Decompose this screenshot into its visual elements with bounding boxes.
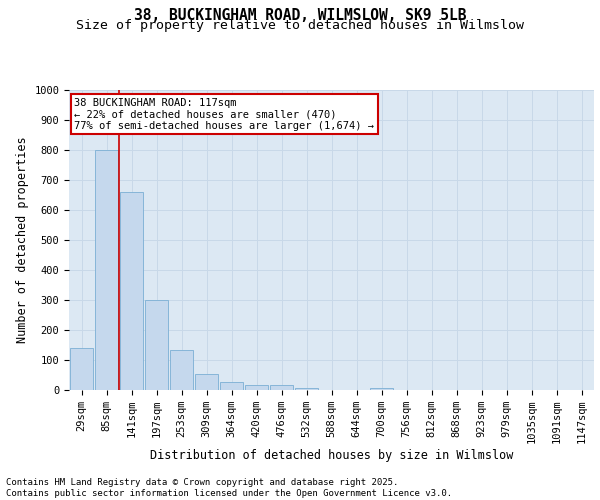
Bar — [194, 374, 218, 390]
Bar — [295, 388, 319, 390]
Bar — [70, 348, 94, 390]
Bar — [145, 300, 169, 390]
Y-axis label: Number of detached properties: Number of detached properties — [16, 136, 29, 344]
Text: 38, BUCKINGHAM ROAD, WILMSLOW, SK9 5LB: 38, BUCKINGHAM ROAD, WILMSLOW, SK9 5LB — [134, 8, 466, 22]
Bar — [95, 150, 118, 390]
Bar — [269, 384, 293, 390]
Text: Contains HM Land Registry data © Crown copyright and database right 2025.
Contai: Contains HM Land Registry data © Crown c… — [6, 478, 452, 498]
Bar — [220, 382, 244, 390]
X-axis label: Distribution of detached houses by size in Wilmslow: Distribution of detached houses by size … — [150, 449, 513, 462]
Bar — [119, 192, 143, 390]
Text: 38 BUCKINGHAM ROAD: 117sqm
← 22% of detached houses are smaller (470)
77% of sem: 38 BUCKINGHAM ROAD: 117sqm ← 22% of deta… — [74, 98, 374, 130]
Text: Size of property relative to detached houses in Wilmslow: Size of property relative to detached ho… — [76, 19, 524, 32]
Bar — [170, 350, 193, 390]
Bar — [370, 388, 394, 390]
Bar — [245, 384, 268, 390]
